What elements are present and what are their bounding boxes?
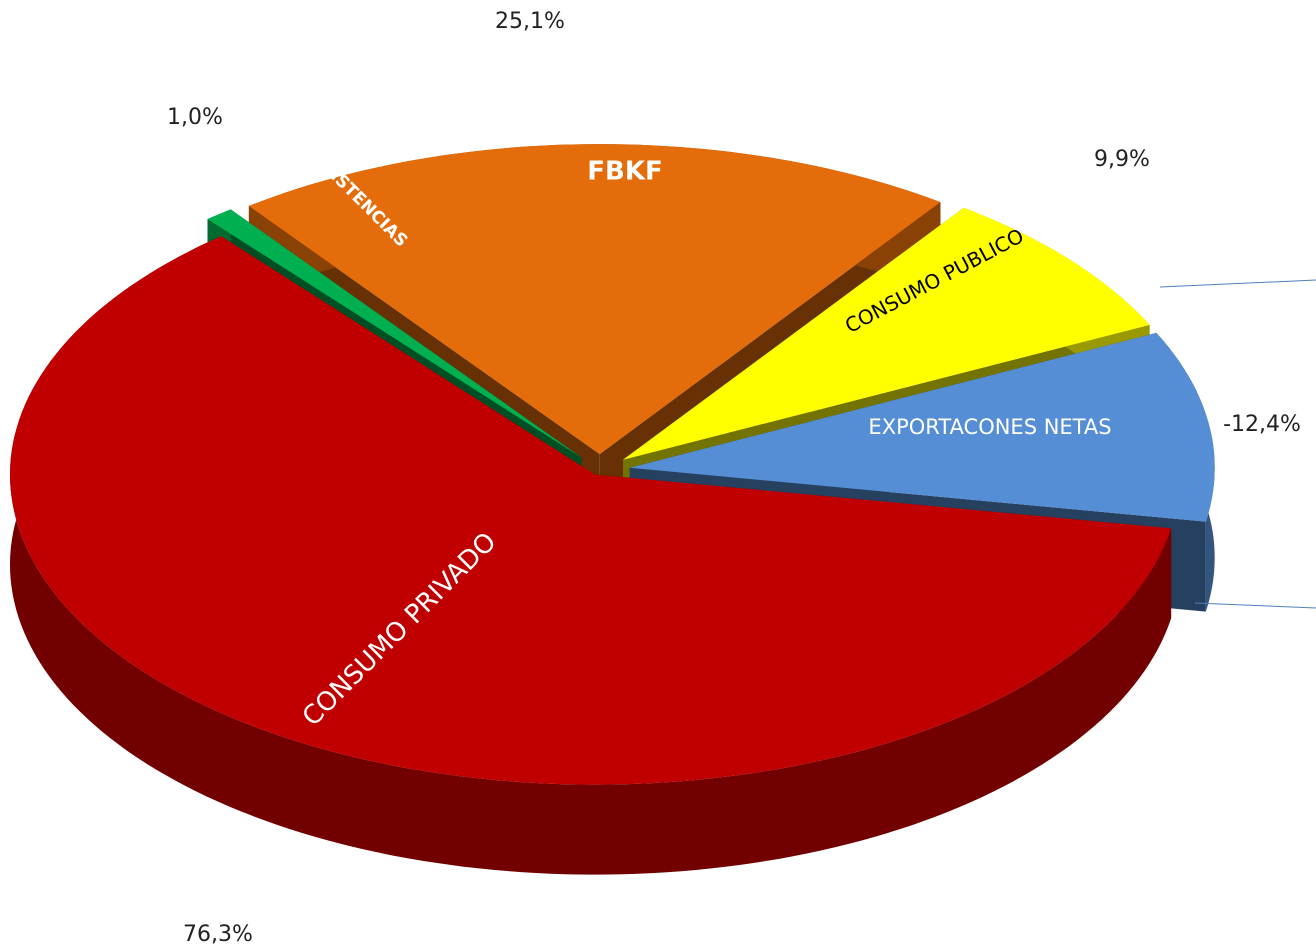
slice	[207, 209, 582, 458]
slice-label: FBKF	[587, 157, 663, 187]
slice-label: EXPORTACONES NETAS	[868, 415, 1111, 439]
slice	[623, 207, 1150, 460]
value-label: 76,3%	[183, 922, 253, 947]
slice	[10, 236, 1172, 785]
slice	[629, 332, 1215, 522]
leader-line	[1159, 279, 1316, 288]
slice	[248, 144, 941, 455]
value-label: -12,4%	[1223, 412, 1301, 437]
value-label: 25,1%	[495, 9, 565, 34]
value-label: 9,9%	[1094, 147, 1150, 172]
leader-line	[1194, 602, 1316, 609]
value-label: 1,0%	[167, 105, 223, 130]
